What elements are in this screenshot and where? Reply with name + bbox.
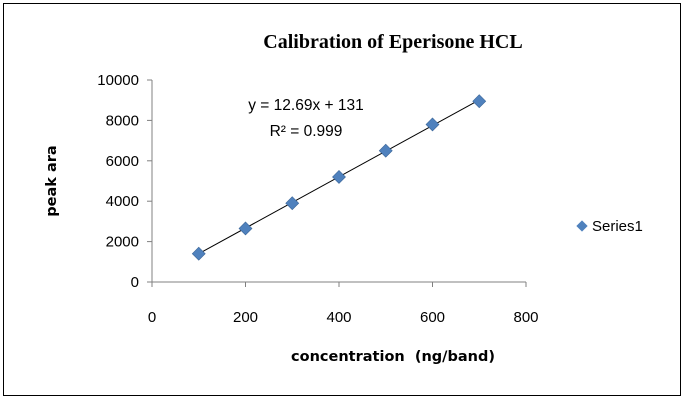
y-tick-label: 0 <box>131 274 139 291</box>
x-tick-label: 800 <box>513 309 538 326</box>
trendline-equation: y = 12.69x + 131 <box>248 97 363 114</box>
x-axis-tick-labels: 0 200 400 600 800 <box>148 309 539 326</box>
data-point <box>238 221 253 236</box>
y-tick-label: 2000 <box>106 234 139 251</box>
legend-marker-series1 <box>576 220 588 232</box>
data-points-layer <box>191 94 487 261</box>
y-tick-label: 10000 <box>97 72 139 89</box>
data-point <box>378 143 393 158</box>
data-point <box>285 196 300 211</box>
y-tick-label: 8000 <box>106 112 139 129</box>
legend: Series1 <box>576 218 643 235</box>
trendline-r-squared: R² = 0.999 <box>270 123 343 140</box>
x-tick-label: 400 <box>326 309 351 326</box>
x-axis-label: concentration (ng/band) <box>291 349 495 365</box>
x-tick-label: 200 <box>233 309 258 326</box>
y-axis-tick-labels: 0 2000 4000 6000 8000 10000 <box>97 72 139 291</box>
legend-label-series1: Series1 <box>592 218 643 235</box>
y-axis-label: peak ara <box>44 145 60 216</box>
data-point <box>191 246 206 261</box>
data-point <box>332 170 346 184</box>
axes <box>147 79 527 287</box>
data-point <box>425 117 440 132</box>
chart-area <box>3 3 681 396</box>
y-tick-label: 4000 <box>106 193 139 210</box>
chart-title: Calibration of Eperisone HCL <box>263 31 522 53</box>
x-tick-label: 0 <box>148 309 156 326</box>
x-tick-label: 600 <box>420 309 445 326</box>
data-point <box>472 94 487 109</box>
y-tick-label: 6000 <box>106 153 139 170</box>
